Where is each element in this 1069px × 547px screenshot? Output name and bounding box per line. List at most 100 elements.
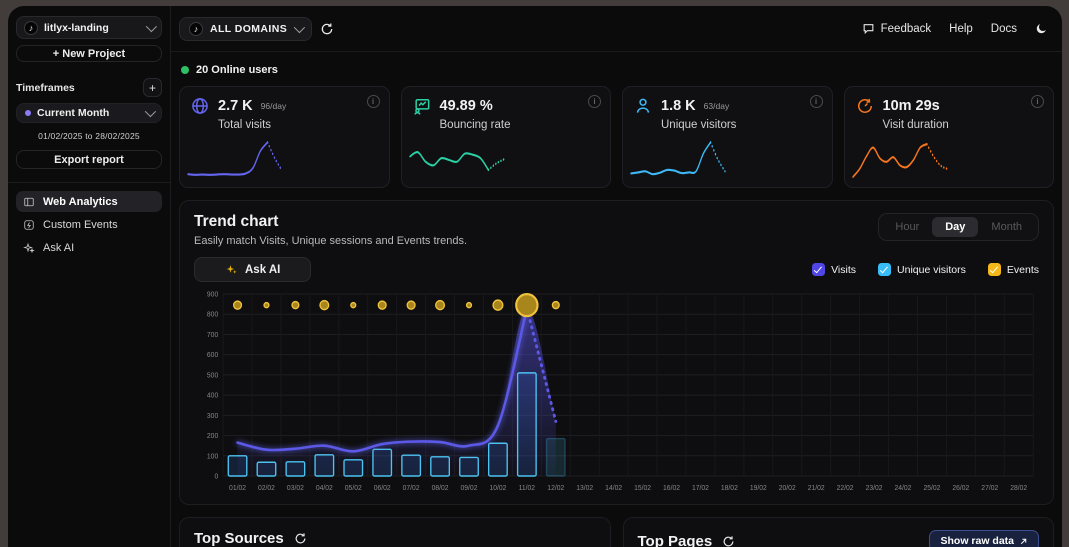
new-project-button[interactable]: + New Project xyxy=(16,45,162,62)
project-name: litlyx-landing xyxy=(44,21,109,34)
legend-unique-visitors[interactable]: Unique visitors xyxy=(878,263,966,276)
lightning-icon xyxy=(24,219,34,230)
show-raw-data-label: Show raw data xyxy=(940,535,1014,547)
online-users: 20 Online users xyxy=(181,64,1054,76)
refresh-icon xyxy=(723,535,734,546)
help-link[interactable]: Help xyxy=(949,22,973,35)
svg-text:04/02: 04/02 xyxy=(316,485,333,492)
sidebar-item-label: Custom Events xyxy=(43,218,118,231)
show-raw-data-button[interactable]: Show raw data xyxy=(929,530,1039,547)
project-selector[interactable]: ♪ litlyx-landing xyxy=(16,16,162,39)
svg-text:12/02: 12/02 xyxy=(547,485,564,492)
svg-text:08/02: 08/02 xyxy=(432,485,449,492)
svg-text:14/02: 14/02 xyxy=(605,485,622,492)
svg-text:19/02: 19/02 xyxy=(750,485,767,492)
info-icon[interactable]: i xyxy=(588,95,601,108)
litlyx-logo-icon: ♪ xyxy=(189,21,203,36)
sparkline-unique-visitors xyxy=(630,141,726,176)
refresh-button[interactable] xyxy=(320,22,334,36)
svg-text:28/02: 28/02 xyxy=(1010,485,1027,492)
user-icon xyxy=(636,98,650,113)
timer-icon xyxy=(857,98,872,113)
feedback-link[interactable]: Feedback xyxy=(862,22,932,35)
globe-icon xyxy=(192,98,208,114)
chevron-down-icon xyxy=(293,21,306,33)
add-timeframe-button[interactable]: + xyxy=(143,78,162,97)
theme-toggle-button[interactable] xyxy=(1035,22,1048,35)
ask-ai-button[interactable]: Ask AI xyxy=(194,257,312,282)
online-dot-icon xyxy=(181,66,189,74)
litlyx-logo-icon: ♪ xyxy=(24,20,38,35)
bottom-row: Top Sources Top Pages Show raw data xyxy=(179,517,1054,547)
info-icon[interactable]: i xyxy=(366,95,380,108)
mode-hour[interactable]: Hour xyxy=(895,221,920,233)
sidebar-item-label: Ask AI xyxy=(43,241,75,254)
svg-text:800: 800 xyxy=(207,312,218,319)
svg-text:500: 500 xyxy=(207,372,218,379)
stat-value: 49.89 % xyxy=(439,98,493,114)
stat-label: Unique visitors xyxy=(661,119,737,131)
top-pages-card: Top Pages Show raw data xyxy=(622,517,1054,547)
stat-card-unique-visitors: 1.8 K 63/day Unique visitors i xyxy=(622,86,833,188)
legend-events[interactable]: Events xyxy=(987,263,1039,276)
svg-text:02/02: 02/02 xyxy=(258,485,275,492)
stat-value: 1.8 K xyxy=(661,98,696,114)
stat-label: Visit duration xyxy=(882,119,949,131)
svg-text:300: 300 xyxy=(207,413,218,420)
sparkline-bouncing-rate xyxy=(408,151,505,172)
svg-text:600: 600 xyxy=(207,352,218,359)
info-icon[interactable]: i xyxy=(1031,95,1044,108)
svg-text:27/02: 27/02 xyxy=(981,485,998,492)
export-report-button[interactable]: Export report xyxy=(16,150,162,169)
stat-card-total-visits: 2.7 K 96/day Total visits i xyxy=(179,86,390,188)
refresh-button[interactable] xyxy=(722,535,735,547)
sparkline-visit-duration xyxy=(851,142,948,179)
presentation-chart-icon xyxy=(413,99,429,115)
domain-selector[interactable]: ♪ ALL DOMAINS xyxy=(179,16,313,41)
app-window: ♪ litlyx-landing + New Project Timeframe… xyxy=(8,6,1062,547)
sidebar-item-custom-events[interactable]: Custom Events xyxy=(16,214,162,235)
svg-text:23/02: 23/02 xyxy=(866,485,883,492)
trend-chart-card: Trend chart Easily match Visits, Unique … xyxy=(179,200,1054,505)
mode-month[interactable]: Month xyxy=(991,221,1022,233)
sparkline-total-visits xyxy=(187,141,283,176)
info-icon[interactable]: i xyxy=(809,95,823,108)
svg-text:10/02: 10/02 xyxy=(489,485,506,492)
docs-link[interactable]: Docs xyxy=(990,22,1017,35)
legend-label: Visits xyxy=(831,263,857,276)
timeframe-selector[interactable]: Current Month xyxy=(16,103,162,123)
svg-text:18/02: 18/02 xyxy=(721,485,738,492)
svg-text:900: 900 xyxy=(207,291,218,298)
legend-visits[interactable]: Visits xyxy=(812,263,856,276)
sidebar: ♪ litlyx-landing + New Project Timeframe… xyxy=(8,6,171,547)
svg-text:25/02: 25/02 xyxy=(923,485,940,492)
legend-label: Events xyxy=(1006,263,1039,276)
trend-chart[interactable]: 0 100 200 300 400 500 600 700 800 900 01/02 02/02 03… xyxy=(194,286,1039,498)
checkbox-events[interactable] xyxy=(987,263,1001,276)
arrow-up-right-icon xyxy=(1020,538,1027,544)
sidebar-item-web-analytics[interactable]: Web Analytics xyxy=(16,191,162,212)
chat-bubble-icon xyxy=(863,24,873,35)
sidebar-nav: Web Analytics Custom Events Ask AI xyxy=(16,191,162,258)
checkbox-visits[interactable] xyxy=(812,263,826,276)
sidebar-divider xyxy=(8,182,170,183)
top-sources-title: Top Sources xyxy=(194,530,284,547)
timeframes-label: Timeframes xyxy=(16,81,75,94)
refresh-button[interactable] xyxy=(294,532,307,545)
sidebar-item-ask-ai[interactable]: Ask AI xyxy=(16,237,162,258)
moon-icon xyxy=(1036,24,1046,34)
feedback-label: Feedback xyxy=(880,22,932,35)
mode-day[interactable]: Day xyxy=(932,217,979,237)
svg-text:06/02: 06/02 xyxy=(374,485,391,492)
domain-label: ALL DOMAINS xyxy=(210,22,288,35)
stat-value: 10m 29s xyxy=(882,98,940,114)
sparkles-icon xyxy=(23,242,35,253)
svg-text:200: 200 xyxy=(207,433,218,440)
trend-subtitle: Easily match Visits, Unique sessions and… xyxy=(194,235,468,247)
checkbox-unique-visitors[interactable] xyxy=(878,263,892,276)
timeframe-dot-icon xyxy=(25,110,31,116)
stat-card-visit-duration: 10m 29s Visit duration i xyxy=(843,86,1054,188)
stat-per-day: 63/day xyxy=(703,101,730,111)
refresh-icon xyxy=(321,22,333,34)
chevron-down-icon xyxy=(144,105,157,118)
